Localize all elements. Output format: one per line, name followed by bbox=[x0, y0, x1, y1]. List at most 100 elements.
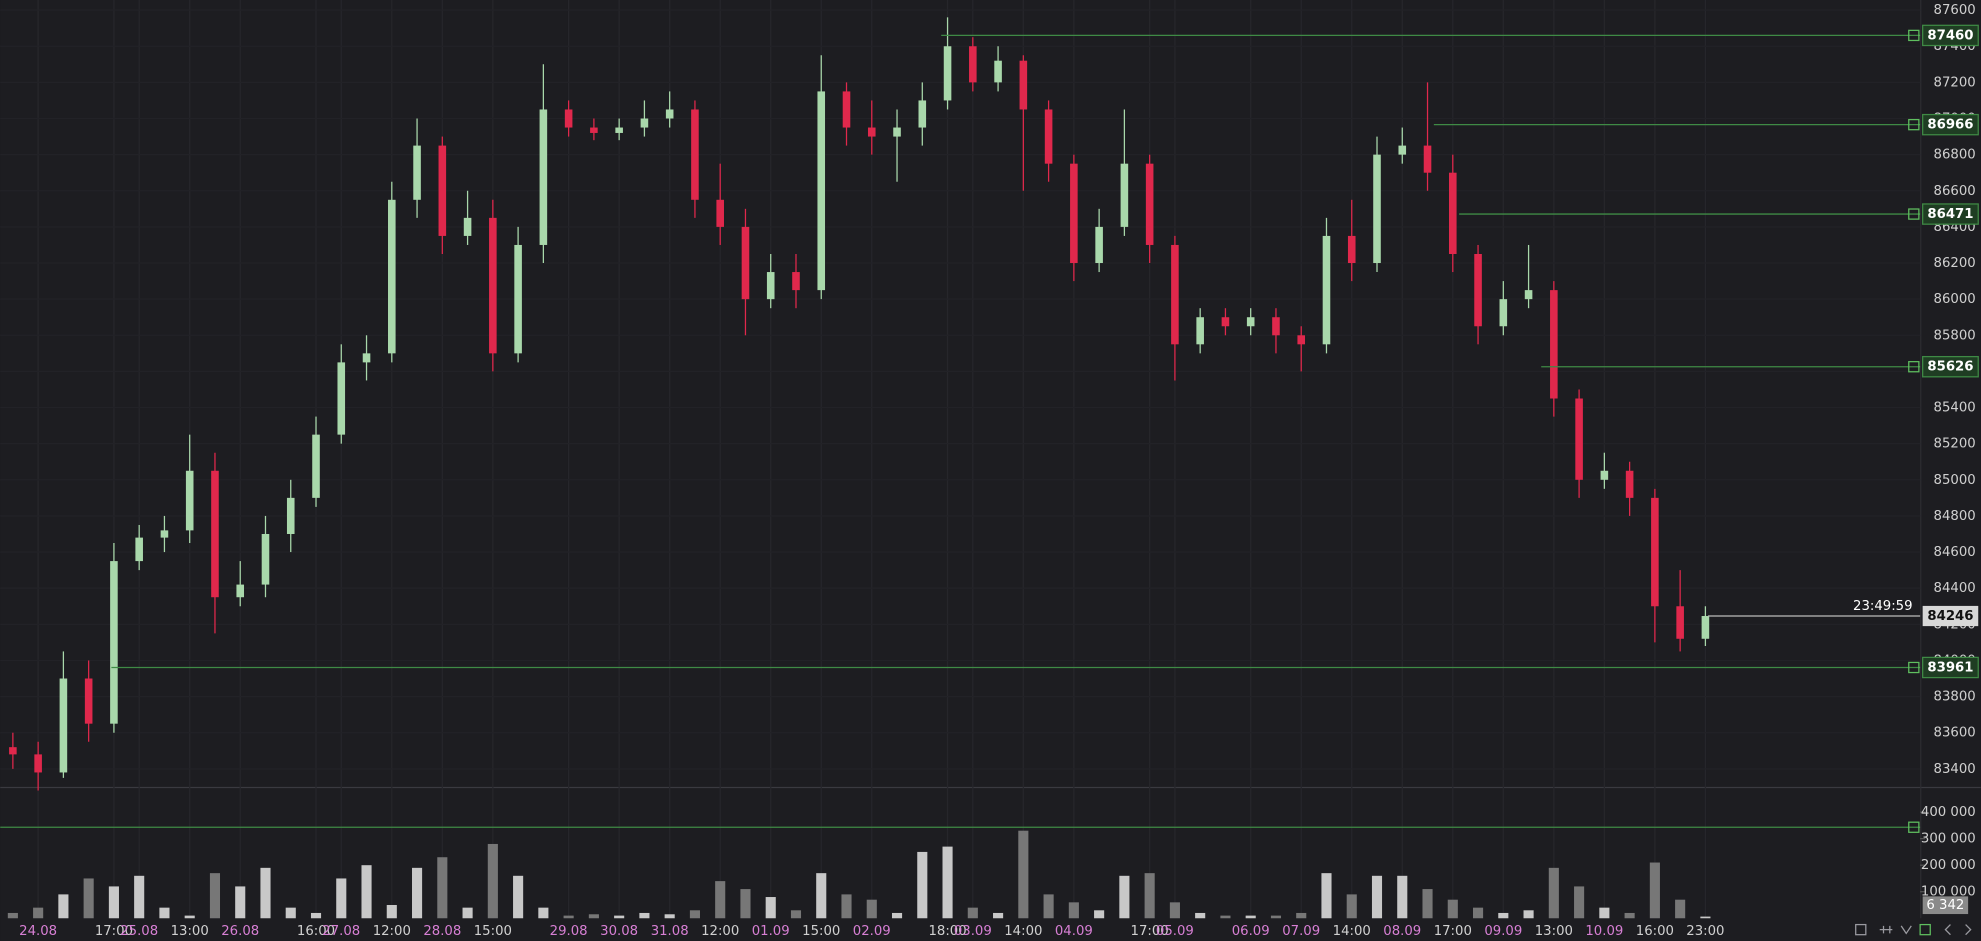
volume-bar bbox=[7, 912, 18, 919]
x-tick-label: 12:00 bbox=[701, 924, 739, 939]
volume-tick-label: 300 000 bbox=[1921, 832, 1976, 847]
volume-bar bbox=[1346, 894, 1357, 919]
scroll-icons[interactable] bbox=[1944, 924, 1972, 936]
toolbar-icons[interactable] bbox=[1855, 923, 1972, 936]
candle-body bbox=[1297, 335, 1306, 345]
countdown: 23:49:59 bbox=[1853, 599, 1913, 614]
volume-bar bbox=[1599, 907, 1610, 919]
candle-body bbox=[1070, 163, 1078, 264]
y-tick-label: 86000 bbox=[1934, 292, 1976, 307]
volume-bar bbox=[134, 875, 145, 919]
candle-body bbox=[640, 118, 649, 128]
x-tick-label: 04.09 bbox=[1055, 924, 1093, 939]
volume-bar bbox=[891, 912, 903, 919]
volume-bar bbox=[1472, 907, 1484, 919]
x-tick-label: 28.08 bbox=[423, 924, 461, 939]
alert-label-box bbox=[1922, 113, 1979, 136]
candle-body bbox=[160, 530, 169, 538]
volume-bar bbox=[1422, 889, 1433, 919]
volume-bar bbox=[790, 910, 802, 919]
candle-body bbox=[1398, 145, 1407, 155]
volume-bar bbox=[285, 907, 296, 919]
x-tick-label: 13:00 bbox=[171, 924, 209, 939]
volume-bar bbox=[1220, 915, 1231, 919]
x-tick-label: 24.08 bbox=[19, 924, 57, 939]
x-tick-label: 25.08 bbox=[120, 924, 158, 939]
volume-bar bbox=[108, 886, 119, 919]
alert-icon[interactable] bbox=[1919, 923, 1931, 936]
candle-body bbox=[185, 470, 194, 531]
y-tick-label: 85800 bbox=[1934, 328, 1976, 343]
x-tick-label: 03.09 bbox=[954, 924, 992, 939]
candle-body bbox=[817, 91, 826, 291]
candle-body bbox=[1196, 317, 1204, 345]
volume-bar bbox=[967, 907, 978, 919]
candle-body bbox=[615, 127, 623, 133]
volume-bar bbox=[1245, 915, 1256, 919]
candle-body bbox=[665, 109, 674, 119]
last-price-label: 84246 bbox=[1927, 609, 1973, 624]
x-tick-label: 06.09 bbox=[1232, 924, 1270, 939]
volume-bar bbox=[159, 907, 170, 919]
alert-label-box bbox=[1922, 656, 1979, 679]
candle-body bbox=[110, 561, 118, 724]
alert-label: 85626 bbox=[1927, 360, 1973, 375]
y-tick-label: 85000 bbox=[1934, 473, 1976, 488]
settings-icon[interactable] bbox=[1879, 925, 1893, 934]
x-tick-label: 15:00 bbox=[802, 924, 840, 939]
volume-bar bbox=[83, 878, 94, 919]
y-tick-label: 84600 bbox=[1934, 545, 1976, 560]
candle-body bbox=[489, 217, 497, 354]
volume-bar bbox=[816, 873, 827, 919]
y-tick-label: 83400 bbox=[1934, 762, 1976, 777]
candle-body bbox=[1651, 497, 1659, 607]
volume-bar bbox=[386, 904, 397, 919]
alert-label: 86471 bbox=[1927, 207, 1973, 222]
candle-body bbox=[867, 127, 876, 137]
alert-label-box bbox=[1922, 24, 1979, 47]
candle-body bbox=[1524, 290, 1533, 300]
y-tick-label: 84400 bbox=[1934, 581, 1976, 596]
alert-icon[interactable] bbox=[1908, 361, 1920, 373]
volume-bar bbox=[563, 915, 574, 919]
candle-body bbox=[1272, 317, 1280, 336]
x-tick-label: 30.08 bbox=[600, 924, 638, 939]
y-tick-label: 83600 bbox=[1934, 726, 1976, 741]
volume-bar bbox=[487, 843, 498, 919]
volume-tick-label: 200 000 bbox=[1921, 858, 1976, 873]
volume-bar bbox=[58, 894, 69, 919]
volume-bar bbox=[33, 907, 44, 919]
volume-bar bbox=[942, 846, 953, 919]
candle-body bbox=[1474, 253, 1482, 327]
x-tick-label: 26.08 bbox=[221, 924, 259, 939]
candle-body bbox=[1373, 154, 1381, 264]
volume-bar bbox=[1169, 902, 1180, 919]
candle-body bbox=[337, 362, 346, 435]
alert-icon[interactable] bbox=[1908, 208, 1920, 220]
alert-icon[interactable] bbox=[1908, 661, 1920, 674]
candle-body bbox=[1600, 470, 1609, 480]
fullscreen-icon[interactable] bbox=[1855, 923, 1867, 936]
volume-bar bbox=[639, 912, 650, 919]
y-tick-label: 85400 bbox=[1934, 401, 1976, 416]
candle-body bbox=[1246, 317, 1255, 327]
candle-body bbox=[1449, 172, 1457, 254]
alert-icon[interactable] bbox=[1908, 821, 1920, 833]
alert-icon[interactable] bbox=[1908, 29, 1920, 42]
candle-body bbox=[792, 272, 800, 291]
candle-body bbox=[135, 537, 143, 562]
candle-body bbox=[1221, 317, 1230, 327]
volume-bar bbox=[715, 881, 726, 919]
volume-bar bbox=[689, 910, 700, 919]
candle-body bbox=[1171, 244, 1179, 345]
alert-label: 87460 bbox=[1927, 28, 1973, 43]
volume-bar bbox=[361, 865, 372, 919]
x-tick-label: 12:00 bbox=[373, 924, 411, 939]
candle-body bbox=[1676, 606, 1684, 639]
alert-icon[interactable] bbox=[1908, 118, 1920, 131]
candle-body bbox=[1322, 235, 1331, 345]
volume-bar bbox=[538, 907, 549, 919]
scale-icon[interactable] bbox=[1900, 925, 1912, 935]
x-tick-label: 15:00 bbox=[474, 924, 512, 939]
